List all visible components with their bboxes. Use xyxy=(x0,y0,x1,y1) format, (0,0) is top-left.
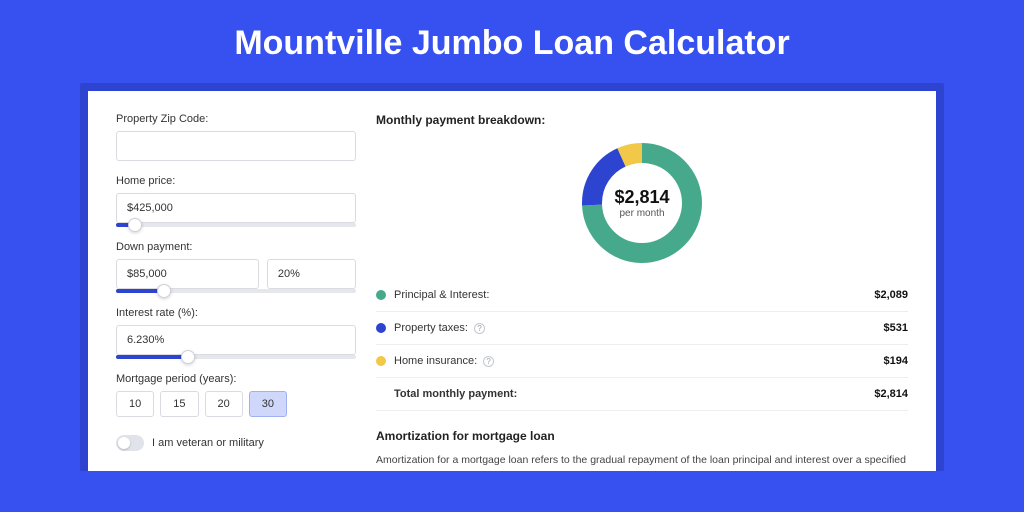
legend-label: Home insurance: ? xyxy=(394,355,884,367)
down-pct-input[interactable] xyxy=(267,259,356,289)
donut-value: $2,814 xyxy=(614,187,669,208)
legend-amount: $194 xyxy=(884,355,908,367)
period-10[interactable]: 10 xyxy=(116,391,154,417)
slider-thumb[interactable] xyxy=(128,218,142,232)
period-15[interactable]: 15 xyxy=(160,391,198,417)
legend-total: Total monthly payment: $2,814 xyxy=(376,378,908,411)
veteran-toggle[interactable] xyxy=(116,435,144,451)
total-label: Total monthly payment: xyxy=(394,388,874,400)
donut-center: $2,814 per month xyxy=(578,139,706,267)
rate-slider[interactable] xyxy=(116,355,356,359)
page-title: Mountville Jumbo Loan Calculator xyxy=(0,0,1024,83)
legend-item-taxes: Property taxes: ? $531 xyxy=(376,312,908,345)
down-slider[interactable] xyxy=(116,289,356,293)
donut-chart: $2,814 per month xyxy=(578,139,706,267)
breakdown-panel: Monthly payment breakdown: $2,814 per mo… xyxy=(376,113,908,471)
legend-text: Home insurance: xyxy=(394,355,477,367)
legend-item-insurance: Home insurance: ? $194 xyxy=(376,345,908,378)
info-icon[interactable]: ? xyxy=(483,356,494,367)
home-price-slider[interactable] xyxy=(116,223,356,227)
amortization-title: Amortization for mortgage loan xyxy=(376,429,908,443)
legend-item-principal: Principal & Interest: $2,089 xyxy=(376,279,908,312)
down-amount-input[interactable] xyxy=(116,259,259,289)
info-icon[interactable]: ? xyxy=(474,323,485,334)
legend-amount: $2,089 xyxy=(874,289,908,301)
down-label: Down payment: xyxy=(116,241,356,253)
dot-icon xyxy=(376,290,386,300)
legend: Principal & Interest: $2,089 Property ta… xyxy=(376,279,908,411)
amortization-text: Amortization for a mortgage loan refers … xyxy=(376,453,908,468)
total-amount: $2,814 xyxy=(874,388,908,400)
home-price-label: Home price: xyxy=(116,175,356,187)
slider-thumb[interactable] xyxy=(157,284,171,298)
legend-label: Principal & Interest: xyxy=(394,289,874,301)
period-30[interactable]: 30 xyxy=(249,391,287,417)
period-label: Mortgage period (years): xyxy=(116,373,356,385)
home-price-input[interactable] xyxy=(116,193,356,223)
zip-label: Property Zip Code: xyxy=(116,113,356,125)
donut-chart-wrap: $2,814 per month xyxy=(376,139,908,267)
rate-input[interactable] xyxy=(116,325,356,355)
period-buttons: 10 15 20 30 xyxy=(116,391,356,417)
zip-input[interactable] xyxy=(116,131,356,161)
breakdown-title: Monthly payment breakdown: xyxy=(376,113,908,127)
legend-amount: $531 xyxy=(884,322,908,334)
slider-fill xyxy=(116,355,188,359)
veteran-label: I am veteran or military xyxy=(152,437,264,449)
form-panel: Property Zip Code: Home price: Down paym… xyxy=(116,113,356,471)
rate-label: Interest rate (%): xyxy=(116,307,356,319)
amortization-section: Amortization for mortgage loan Amortizat… xyxy=(376,429,908,468)
period-20[interactable]: 20 xyxy=(205,391,243,417)
calculator-inner: Property Zip Code: Home price: Down paym… xyxy=(80,83,944,471)
dot-icon xyxy=(376,356,386,366)
donut-sub: per month xyxy=(619,208,664,219)
down-row xyxy=(116,259,356,289)
legend-label: Property taxes: ? xyxy=(394,322,884,334)
dot-icon xyxy=(376,323,386,333)
legend-text: Property taxes: xyxy=(394,322,468,334)
slider-thumb[interactable] xyxy=(181,350,195,364)
veteran-row: I am veteran or military xyxy=(116,435,356,451)
calculator-card: Property Zip Code: Home price: Down paym… xyxy=(88,91,936,471)
